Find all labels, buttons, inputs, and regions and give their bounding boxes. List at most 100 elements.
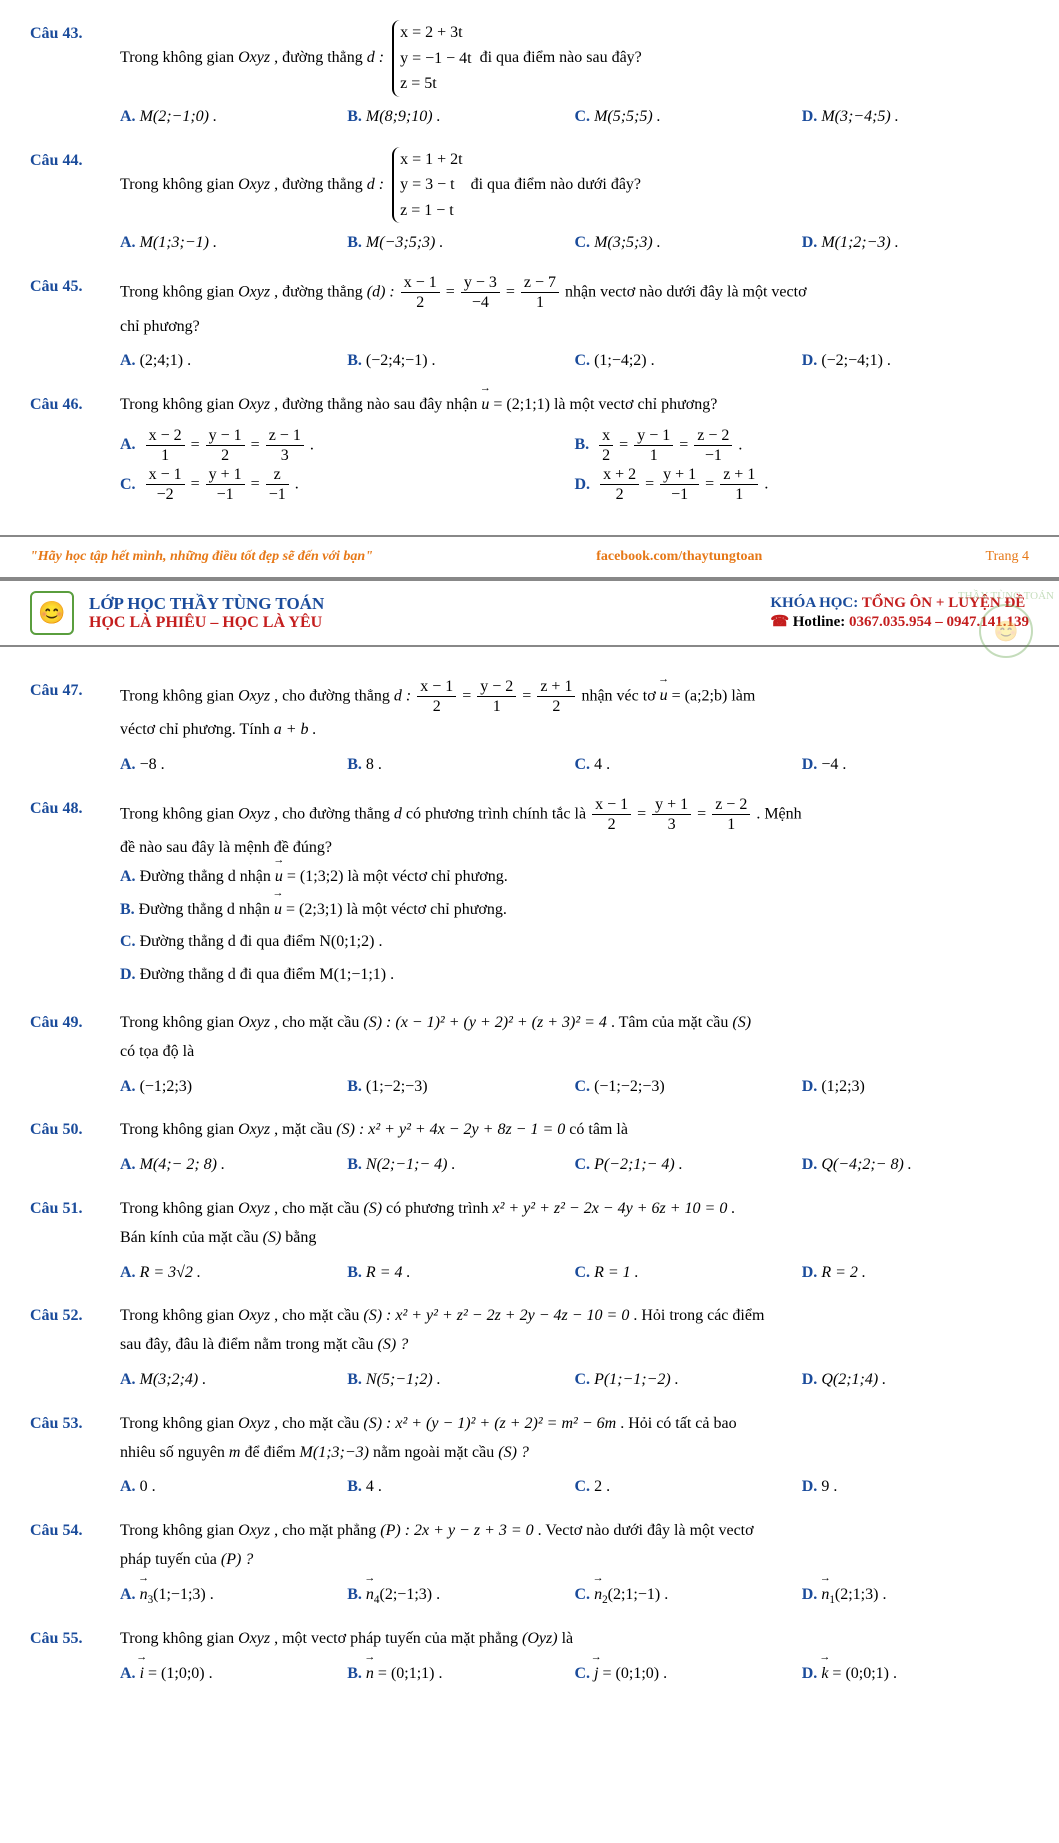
text: Trong không gian — [120, 1522, 238, 1539]
option-label: D. — [802, 1264, 818, 1281]
option-label: D. — [575, 476, 591, 493]
header-left: LỚP HỌC THẦY TÙNG TOÁN HỌC LÀ PHIÊU – HỌ… — [89, 594, 770, 632]
option-label: D. — [802, 1586, 818, 1603]
option-label: C. — [120, 933, 136, 950]
text: Bán kính của mặt cầu — [120, 1229, 263, 1246]
option-label: A. — [120, 1586, 136, 1603]
d-label: (d) : — [367, 284, 399, 301]
option-label: D. — [802, 108, 818, 125]
fraction: z − 13 — [266, 426, 304, 465]
vector-letter: u — [481, 396, 489, 413]
option-label: D. — [802, 352, 818, 369]
oxyz: Oxyz — [238, 1630, 270, 1647]
question-body: Trong không gian Oxyz , cho đường thẳng … — [120, 677, 1029, 780]
fraction: x + 22 — [600, 465, 639, 504]
option-label: B. — [347, 352, 362, 369]
vector-j: j — [594, 1660, 598, 1689]
eq3: z = 1 − t — [400, 198, 463, 224]
option-label: B. — [347, 1078, 362, 1095]
option-label: D. — [802, 1078, 818, 1095]
text: . Vectơ nào dưới đây là một vectơ — [534, 1522, 754, 1539]
question-body: Trong không gian Oxyz , cho mặt cầu (S) … — [120, 1410, 1029, 1502]
option-label: B. — [120, 901, 135, 918]
option-d: D.−4 . — [802, 751, 1029, 780]
equation: x² + y² + z² − 2x − 4y + 6z + 10 = 0 . — [492, 1200, 735, 1217]
option-label: A. — [120, 1665, 136, 1682]
option-b: B. x2 = y − 11 = z − 2−1 . — [575, 426, 1030, 465]
option-value: N(5;−1;2) . — [366, 1371, 441, 1388]
vector-letter: n — [594, 1586, 602, 1603]
question-body: Trong không gian Oxyz , mặt cầu (S) : x²… — [120, 1116, 1029, 1180]
d-label: d : — [394, 687, 415, 704]
question-number: Câu 46. — [30, 391, 120, 505]
sphere-eq: (S) : x² + y² + z² − 2z + 2y − 4z − 10 =… — [363, 1307, 629, 1324]
option-value: M(3;−4;5) . — [821, 108, 898, 125]
option-label: A. — [120, 1371, 136, 1388]
oxyz: Oxyz — [238, 284, 270, 301]
question-44: Câu 44. Trong không gian Oxyz , đường th… — [30, 147, 1029, 259]
text: , mặt cầu — [270, 1121, 336, 1138]
text: , đường thẳng — [270, 284, 367, 301]
question-43: Câu 43. Trong không gian Oxyz , đường th… — [30, 20, 1029, 132]
option-c: C.2 . — [575, 1473, 802, 1502]
option-c: C.R = 1 . — [575, 1259, 802, 1288]
vector-value: = (0;1;0) . — [599, 1665, 668, 1682]
denominator: 1 — [146, 446, 185, 465]
sphere-s: (S) — [263, 1229, 282, 1246]
option-value: (1;−2;−3) — [366, 1078, 428, 1095]
text: Trong không gian — [120, 1307, 238, 1324]
option-label: A. — [120, 1264, 136, 1281]
option-b: B.N(2;−1;− 4) . — [347, 1151, 574, 1180]
vector-value: (2;1;3) . — [835, 1586, 887, 1603]
text: là một véctơ chỉ phương. — [343, 901, 507, 918]
fraction: x − 21 — [146, 426, 185, 465]
option-value: 4 . — [366, 1478, 382, 1495]
option-b: B.n4(2;−1;3) . — [347, 1581, 574, 1610]
watermark-logo: THẦY TÙNG TOÁN😊 — [958, 590, 1054, 660]
option-label: A. — [120, 1478, 136, 1495]
option-label: C. — [575, 1665, 591, 1682]
fraction: y − 11 — [634, 426, 673, 465]
option-label: D. — [802, 1156, 818, 1173]
text: nhiêu số nguyên — [120, 1444, 229, 1461]
option-label: C. — [575, 1156, 591, 1173]
option-d: D.(1;2;3) — [802, 1073, 1029, 1102]
numerator: z + 1 — [537, 677, 575, 697]
numerator: y + 1 — [206, 465, 245, 485]
vector-value: = (1;3;2) — [283, 868, 344, 885]
text: sau đây, đâu là điểm nằm trong mặt cầu — [120, 1336, 378, 1353]
header-line2: HỌC LÀ PHIÊU – HỌC LÀ YÊU — [89, 614, 770, 632]
option-b: B.(−2;4;−1) . — [347, 347, 574, 376]
fraction: x − 1−2 — [146, 465, 185, 504]
option-label: A. — [120, 436, 136, 453]
text: Trong không gian — [120, 805, 238, 822]
option-label: B. — [347, 234, 362, 251]
vector-letter: u — [274, 901, 282, 918]
d-label: d : — [367, 49, 388, 66]
denominator: 1 — [521, 293, 559, 312]
option-value: −8 . — [140, 756, 165, 773]
denominator: 1 — [720, 485, 758, 504]
vector-letter: j — [594, 1665, 598, 1682]
text: , cho mặt cầu — [270, 1014, 363, 1031]
question-body: Trong không gian Oxyz , cho đường thẳng … — [120, 795, 1029, 994]
options: A.0 . B.4 . C.2 . D.9 . — [120, 1473, 1029, 1502]
fraction: z − 71 — [521, 273, 559, 312]
expr: a + b . — [274, 721, 317, 738]
option-value: −4 . — [821, 756, 846, 773]
denominator: 3 — [652, 815, 691, 834]
option-c: C. x − 1−2 = y + 1−1 = z−1 . — [120, 465, 575, 504]
question-number: Câu 53. — [30, 1410, 120, 1502]
text: , cho mặt cầu — [270, 1415, 363, 1432]
question-number: Câu 52. — [30, 1302, 120, 1394]
numerator: y − 3 — [461, 273, 500, 293]
options: A.(−1;2;3) B.(1;−2;−3) C.(−1;−2;−3) D.(1… — [120, 1073, 1029, 1102]
fraction: x2 — [599, 426, 613, 465]
vector-i: i — [140, 1660, 144, 1689]
option-d: D.9 . — [802, 1473, 1029, 1502]
vector-value: (2;−1;3) . — [380, 1586, 441, 1603]
question-body: Trong không gian Oxyz , cho mặt phẳng (P… — [120, 1517, 1029, 1610]
vector-n: n — [366, 1581, 374, 1610]
option-b: B.N(5;−1;2) . — [347, 1366, 574, 1395]
text: , đường thẳng — [270, 49, 367, 66]
